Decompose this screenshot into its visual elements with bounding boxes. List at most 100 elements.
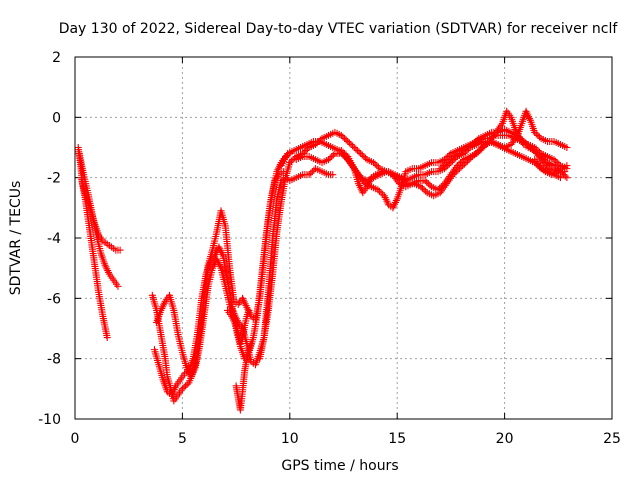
data-point (531, 148, 539, 156)
data-point (302, 147, 310, 155)
data-point (464, 157, 472, 165)
data-point (522, 139, 530, 147)
data-point (468, 140, 476, 148)
data-point (459, 147, 467, 155)
data-point (451, 169, 459, 177)
data-point (339, 148, 347, 156)
data-point (513, 131, 521, 139)
data-point (530, 147, 538, 155)
data-point (436, 165, 444, 173)
data-point (531, 128, 539, 136)
data-point (475, 147, 483, 155)
data-point (540, 166, 548, 174)
data-point (342, 136, 350, 144)
data-point (424, 180, 432, 188)
data-point (473, 136, 481, 144)
data-point (116, 246, 124, 254)
data-point (457, 163, 465, 171)
x-axis-label: GPS time / hours (281, 458, 398, 474)
y-tick-label: -8 (47, 352, 61, 368)
data-point (515, 133, 523, 141)
data-point (426, 181, 434, 189)
data-point (535, 162, 543, 170)
data-point (536, 133, 544, 141)
data-point (553, 159, 561, 167)
data-point (341, 150, 349, 158)
data-point (447, 154, 455, 162)
data-point (358, 151, 366, 159)
y-tick-label: -4 (47, 231, 61, 247)
data-point (532, 130, 540, 138)
chart-title: Day 130 of 2022, Sidereal Day-to-day VTE… (59, 21, 619, 37)
data-point (563, 162, 571, 170)
data-point (307, 169, 315, 177)
data-point (423, 178, 431, 186)
data-point (178, 385, 186, 393)
data-point (360, 153, 368, 161)
data-point (525, 142, 533, 150)
data-point (337, 147, 345, 155)
data-point (417, 183, 425, 191)
data-point (374, 163, 382, 171)
data-point (286, 159, 294, 167)
data-point (460, 160, 468, 168)
data-point (441, 160, 449, 168)
data-point (552, 157, 560, 165)
data-point (308, 168, 316, 176)
data-point (287, 157, 295, 165)
data-point (341, 134, 349, 142)
data-point (371, 160, 379, 168)
data-point (374, 186, 382, 194)
data-point (528, 145, 536, 153)
y-tick-label: 0 (52, 110, 61, 126)
data-point (446, 156, 454, 164)
x-tick-label: 20 (496, 431, 514, 447)
data-point (305, 171, 313, 179)
data-point (247, 340, 255, 348)
data-point (555, 160, 563, 168)
data-point (345, 139, 353, 147)
data-point (454, 166, 462, 174)
data-point (439, 162, 447, 170)
data-point (541, 160, 549, 168)
data-point (279, 168, 287, 176)
data-point (180, 383, 188, 391)
data-point (526, 144, 534, 151)
data-point (315, 137, 323, 145)
data-point (353, 147, 361, 155)
data-point (350, 144, 358, 151)
data-point (470, 151, 478, 159)
data-point (362, 154, 370, 162)
y-tick-label: -10 (38, 412, 61, 428)
data-point (328, 153, 336, 161)
x-tick-label: 15 (388, 431, 406, 447)
data-point (470, 139, 478, 147)
data-point (452, 168, 460, 176)
data-point (468, 153, 476, 161)
data-point (457, 148, 465, 156)
data-point (443, 159, 451, 167)
y-tick-label: -6 (47, 291, 61, 307)
data-point (422, 187, 430, 195)
data-point (312, 140, 320, 148)
data-point (455, 150, 463, 158)
data-point (355, 148, 363, 156)
data-point (472, 137, 480, 145)
y-axis-label: SDTVAR / TECUs (8, 181, 24, 296)
data-point (324, 156, 332, 164)
data-point (563, 144, 571, 151)
data-point (556, 174, 564, 182)
data-point (182, 382, 190, 390)
data-point (349, 142, 357, 150)
data-point (313, 139, 321, 147)
data-point (467, 154, 475, 162)
data-point (397, 174, 405, 182)
data-point (473, 148, 481, 156)
data-point (344, 137, 352, 145)
y-tick-label: 2 (52, 50, 61, 66)
data-point (373, 162, 381, 170)
axis-ticks: 0 5 10 15 20 25 -10 -8 -6 -4 -2 0 2 (38, 50, 621, 447)
data-point (357, 150, 365, 158)
data-point (465, 156, 473, 164)
data-point (460, 145, 468, 153)
